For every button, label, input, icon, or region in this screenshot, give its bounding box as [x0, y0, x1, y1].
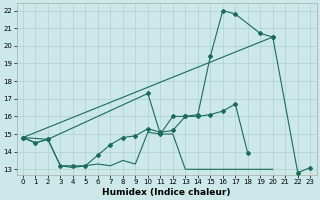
- X-axis label: Humidex (Indice chaleur): Humidex (Indice chaleur): [102, 188, 231, 197]
